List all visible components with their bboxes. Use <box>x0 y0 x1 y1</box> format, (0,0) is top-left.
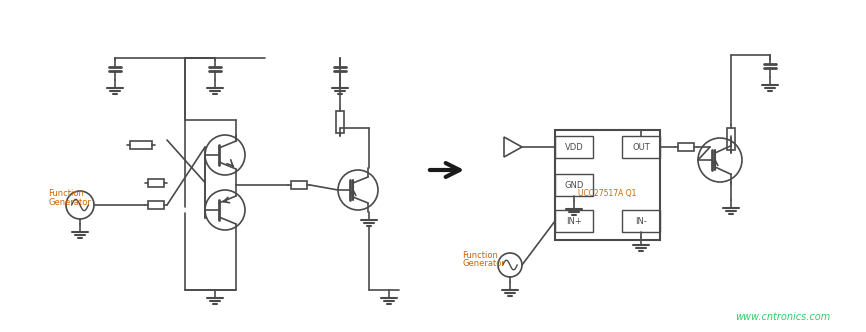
Text: IN-: IN- <box>635 216 647 225</box>
Text: Generator: Generator <box>48 198 91 207</box>
Bar <box>555 136 593 158</box>
Text: OUT: OUT <box>632 142 650 151</box>
Bar <box>727 128 735 150</box>
Bar <box>148 179 164 187</box>
Text: Function: Function <box>462 251 498 260</box>
Bar <box>336 111 344 133</box>
Text: VDD: VDD <box>565 142 584 151</box>
Bar <box>622 136 660 158</box>
Bar <box>130 141 152 149</box>
Bar <box>148 201 164 209</box>
Bar <box>555 210 593 232</box>
Text: IN+: IN+ <box>566 216 582 225</box>
Bar <box>678 143 694 151</box>
Bar <box>555 130 660 240</box>
Bar <box>622 210 660 232</box>
Text: Generator: Generator <box>462 260 505 269</box>
Bar <box>555 174 593 196</box>
Bar <box>291 181 307 189</box>
Text: www.cntronics.com: www.cntronics.com <box>734 312 830 322</box>
Text: GND: GND <box>565 181 584 190</box>
Text: UCC27517A Q1: UCC27517A Q1 <box>578 189 637 198</box>
Text: Function: Function <box>48 189 84 198</box>
